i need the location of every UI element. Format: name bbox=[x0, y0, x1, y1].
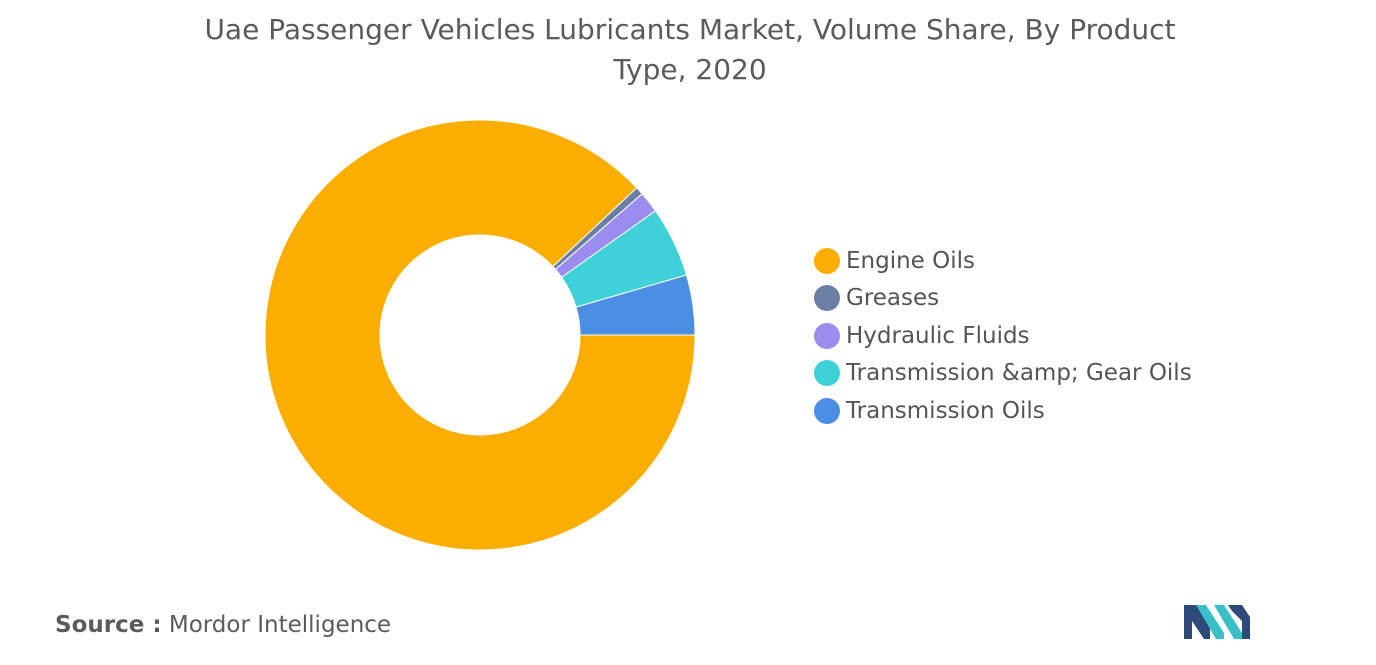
source-text: Mordor Intelligence bbox=[168, 612, 392, 638]
legend-swatch bbox=[814, 322, 840, 349]
legend-swatch bbox=[814, 360, 840, 387]
mordor-intelligence-logo-icon bbox=[1184, 605, 1250, 639]
source-note: Source : Mordor Intelligence bbox=[55, 612, 391, 638]
legend-label: Hydraulic Fluids bbox=[846, 322, 1030, 349]
legend-label: Engine Oils bbox=[846, 247, 976, 274]
legend-item-engine-oils: Engine Oils bbox=[814, 242, 1192, 280]
slice-engine-oils bbox=[264, 119, 696, 551]
legend-label: Greases bbox=[846, 285, 940, 312]
slice-transmission-oils bbox=[575, 274, 696, 336]
donut-chart bbox=[264, 119, 696, 551]
legend-swatch bbox=[814, 285, 840, 312]
legend-item-transmission-oils: Transmission Oils bbox=[814, 392, 1192, 430]
legend-label: Transmission &amp; Gear Oils bbox=[846, 360, 1192, 387]
legend-item-transmission-and-gear-oils: Transmission &amp; Gear Oils bbox=[814, 355, 1192, 393]
source-label: Source : bbox=[55, 612, 162, 638]
legend-label: Transmission Oils bbox=[846, 397, 1045, 424]
legend-item-hydraulic-fluids: Hydraulic Fluids bbox=[814, 317, 1192, 355]
legend: Engine Oils Greases Hydraulic Fluids Transm… bbox=[814, 242, 1192, 430]
legend-swatch bbox=[814, 397, 840, 424]
legend-item-greases: Greases bbox=[814, 280, 1192, 318]
chart-title: Uae Passenger Vehicles Lubricants Market… bbox=[204, 13, 1176, 86]
legend-swatch bbox=[814, 247, 840, 274]
